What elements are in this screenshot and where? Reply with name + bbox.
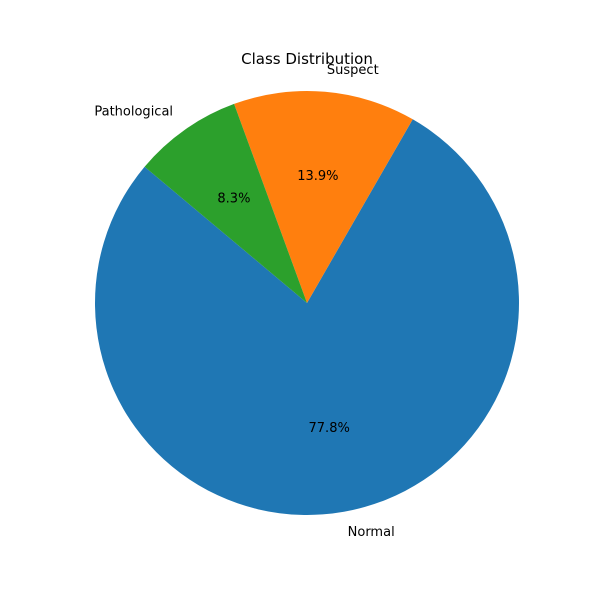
pie-slice-suspect: [234, 91, 413, 303]
pie-percent-label-normal: 77.8%: [309, 421, 350, 436]
pie-category-label-pathological: Pathological: [94, 105, 173, 120]
pie-category-label-normal: Normal: [348, 525, 395, 540]
pie-percent-label-pathological: 8.3%: [217, 191, 250, 206]
pie-slice-normal: [95, 119, 519, 515]
pie-category-label-suspect: Suspect: [327, 63, 379, 78]
pie-labels: 77.8% Normal 13.9% Suspect 8.3% Pathological: [94, 63, 394, 540]
pie-percent-label-suspect: 13.9%: [297, 169, 338, 184]
pie-slices: [95, 91, 519, 515]
pie-slice-pathological: [144, 103, 307, 303]
chart-title: Class Distribution: [241, 50, 373, 68]
